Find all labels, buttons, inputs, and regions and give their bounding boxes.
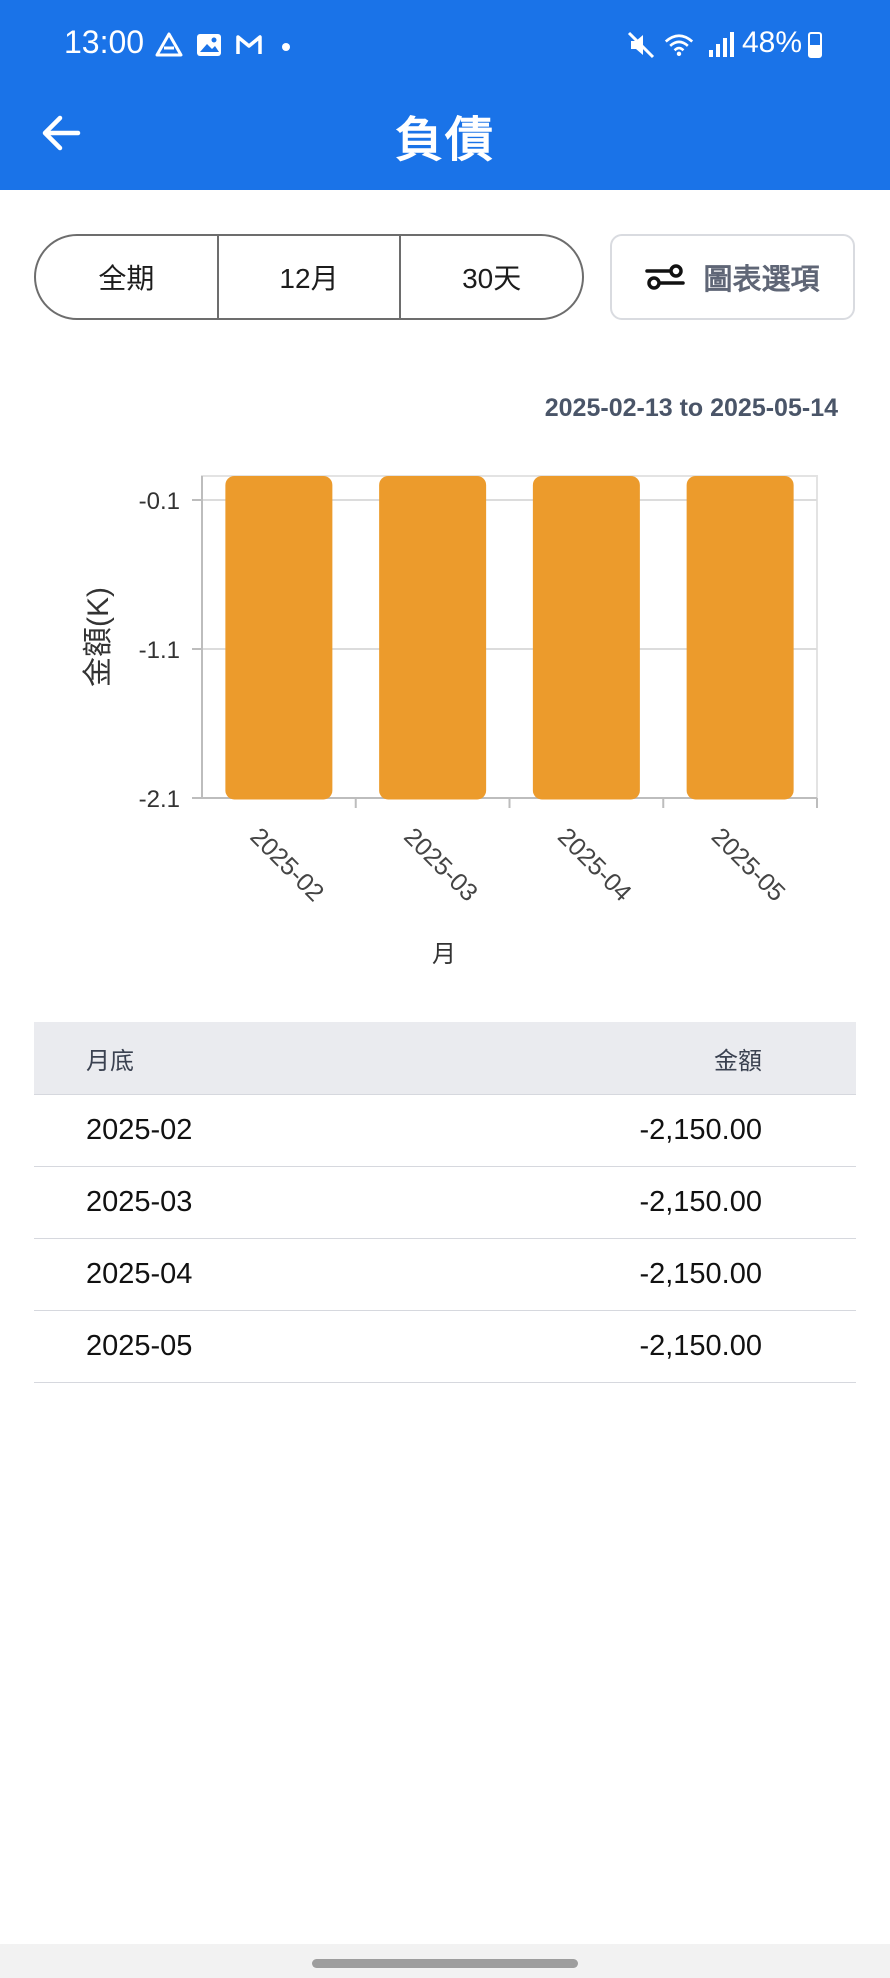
period-selector: 全期 12月 30天 [34,234,584,320]
row-amount: -2,150.00 [639,1258,762,1290]
header-amount: 金額 [714,1047,762,1075]
bar [532,476,640,800]
row-month: 2025-04 [86,1258,193,1290]
notification-dot [282,43,290,51]
y-tick-label: -1.1 [139,637,180,664]
table-row: 2025-03 -2,150.00 [34,1167,856,1239]
x-axis-label: 月 [432,941,456,968]
signal-icon [709,32,734,57]
chart-options-button[interactable]: 圖表選項 [610,234,855,320]
date-range: 2025-02-13 to 2025-05-14 [544,394,838,422]
header-month-end: 月底 [86,1047,134,1075]
sliders-icon [645,264,686,290]
table-row: 2025-04 -2,150.00 [34,1239,856,1311]
y-tick-label: -2.1 [139,786,180,813]
gmail-icon [236,35,262,54]
battery-percent: 48% [742,26,803,59]
row-amount: -2,150.00 [639,1330,762,1362]
row-month: 2025-03 [86,1186,193,1218]
x-tick-label: 2025-04 [552,822,637,907]
y-axis-label: 金額(K) [82,587,115,687]
back-button[interactable] [36,108,86,158]
status-bar: 13:00 48% [0,0,890,96]
table-row: 2025-05 -2,150.00 [34,1311,856,1383]
x-tick-label: 2025-03 [398,822,483,907]
battery-icon [808,32,822,58]
gallery-icon [197,34,221,56]
x-tick-label: 2025-05 [706,822,791,907]
row-amount: -2,150.00 [639,1114,762,1146]
period-option-all[interactable]: 全期 [36,236,219,318]
status-time: 13:00 [64,24,145,60]
chart-options-label: 圖表選項 [703,264,820,296]
bar-chart: -0.1 -1.1 -2.1 2025-02 2025-03 2025-04 2025-05… [82,475,818,968]
bar [379,476,487,800]
app-bar: 13:00 48% [0,0,890,190]
period-option-12-months[interactable]: 12月 [219,236,402,318]
table-row: 2025-02 -2,150.00 [34,1095,856,1167]
y-tick-label: -0.1 [139,488,180,515]
table-header: 月底 金額 [34,1022,856,1095]
bar [225,476,333,800]
system-nav-bar [0,1944,890,1978]
mute-icon [627,31,655,59]
drive-icon [155,32,183,57]
bar [686,476,794,800]
wifi-icon [664,34,694,57]
row-month: 2025-02 [86,1114,193,1146]
row-month: 2025-05 [86,1330,193,1362]
page-title: 負債 [394,114,495,167]
period-option-30-days[interactable]: 30天 [462,263,522,294]
data-table: 月底 金額 2025-02 -2,150.00 2025-03 -2,150.0… [34,1022,856,1383]
row-amount: -2,150.00 [639,1186,762,1218]
home-handle[interactable] [312,1959,578,1968]
x-tick-label: 2025-02 [245,822,330,907]
